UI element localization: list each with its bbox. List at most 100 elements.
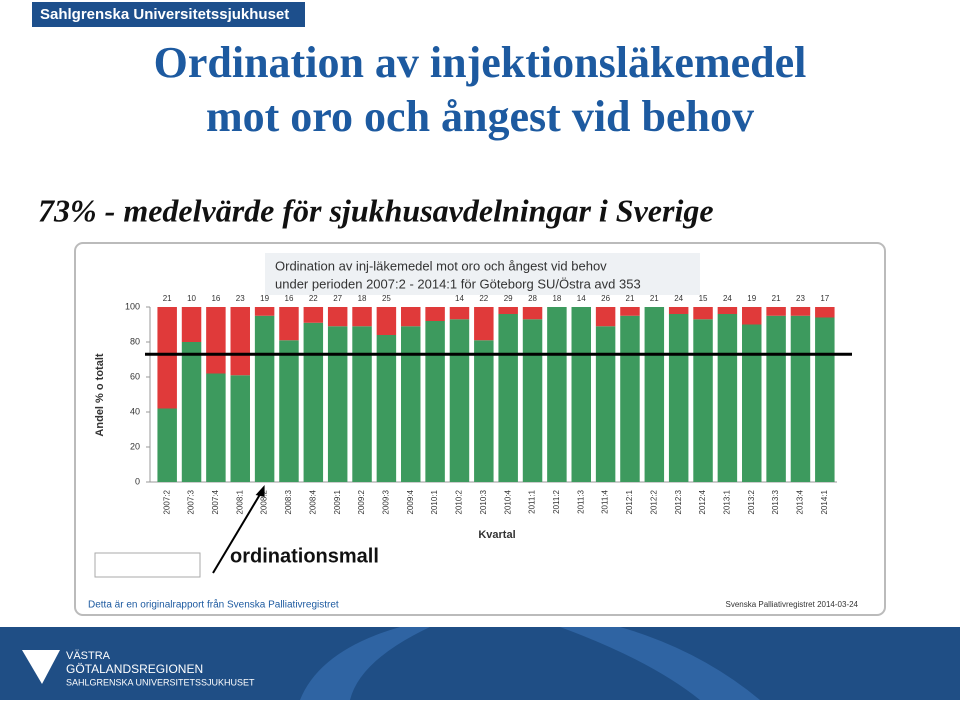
bar-segment	[668, 314, 689, 482]
count-label: 21	[163, 294, 172, 303]
count-label: 18	[552, 294, 561, 303]
y-tick-label: 60	[130, 371, 140, 381]
bar-segment	[644, 307, 665, 482]
x-tick-label: 2009:1	[333, 489, 342, 514]
x-tick-label: 2008:1	[235, 489, 244, 514]
legend	[94, 552, 201, 578]
x-tick-label: 2009:3	[382, 489, 391, 514]
bar-segment	[474, 340, 494, 482]
x-tick-label: 2012:3	[674, 489, 683, 514]
bar-segment	[815, 307, 835, 318]
bar-segment	[401, 307, 421, 327]
bar-segment	[766, 307, 786, 316]
x-tick-label: 2013:2	[747, 489, 756, 514]
title: mot oro och ångest vid behov	[206, 92, 754, 141]
count-label: 23	[236, 294, 245, 303]
annotation: ordinationsmall	[230, 545, 379, 567]
bar-segment	[717, 314, 738, 482]
count-label: 16	[211, 294, 220, 303]
bar-segment	[230, 307, 250, 376]
x-tick-label: 2013:3	[771, 489, 780, 514]
bar-segment	[206, 307, 226, 374]
count-label: 25	[382, 294, 391, 303]
chart-subtitle: under perioden 2007:2 - 2014:1 för Göteb…	[275, 276, 641, 291]
bar-segment	[425, 321, 445, 482]
x-tick-label: 2010:3	[479, 489, 488, 514]
bar-segment	[790, 315, 811, 482]
org: GÖTALANDSREGIONEN	[66, 662, 203, 676]
bar-segment	[595, 326, 616, 482]
bar-segment	[327, 326, 348, 482]
bar-segment	[522, 319, 543, 482]
x-tick-label: 2008:3	[284, 489, 293, 514]
bar-segment	[401, 326, 421, 482]
arrow-head	[255, 485, 265, 497]
count-label: 16	[285, 294, 294, 303]
bar-segment	[181, 342, 202, 482]
bar-segment	[620, 307, 640, 316]
count-label: 27	[333, 294, 342, 303]
bar-segment	[254, 315, 275, 482]
count-label: 14	[577, 294, 586, 303]
count-label: 15	[699, 294, 708, 303]
y-tick-label: 40	[130, 406, 140, 416]
x-tick-label: 2013:4	[796, 489, 805, 514]
bar-segment	[693, 307, 713, 320]
bar-segment	[742, 307, 762, 325]
bar-segment	[620, 315, 640, 482]
brand: Sahlgrenska Universitetssjukhuset	[40, 6, 289, 23]
y-label: Andel % o totalt	[94, 353, 106, 436]
bar-segment	[766, 315, 786, 482]
logo	[22, 650, 60, 684]
bar-segment	[668, 307, 689, 314]
y-tick-label: 100	[125, 301, 140, 311]
x-tick-label: 2012:2	[649, 489, 658, 514]
x-tick-label: 2007:2	[162, 489, 171, 514]
x-tick-label: 2007:3	[187, 489, 196, 514]
bar-segment	[742, 324, 762, 482]
bar-segment	[303, 322, 324, 482]
bar-segment	[693, 319, 713, 482]
x-tick-label: 2010:2	[455, 489, 464, 514]
count-label: 18	[358, 294, 367, 303]
bar-segment	[498, 314, 518, 482]
bar-segment	[547, 307, 567, 482]
x-tick-label: 2008:4	[308, 489, 317, 514]
plot: 0 20 40 60 80 100 2007:2 21 2007:3 10 2007:4 16 2008…	[102, 294, 852, 574]
title: Ordination av injektionsläkemedel	[154, 38, 807, 87]
x-tick-label: 2009:2	[357, 489, 366, 514]
count-label: 21	[626, 294, 635, 303]
x-tick-label: 2011:4	[601, 489, 610, 513]
bar-segment	[425, 307, 445, 321]
count-label: 24	[723, 294, 732, 303]
footer-band	[0, 627, 960, 700]
x-tick-label: 2012:1	[625, 489, 634, 514]
bar-segment	[157, 307, 177, 409]
count-label: 22	[309, 294, 318, 303]
x-tick-label: 2012:4	[698, 489, 707, 514]
bar-segment	[815, 317, 835, 482]
bar-segment	[279, 340, 299, 482]
x-tick-label: 2011:3	[576, 489, 585, 513]
count-label: 19	[260, 294, 269, 303]
x-tick-label: 2011:1	[528, 489, 537, 513]
count-label: 26	[601, 294, 610, 303]
y-tick-label: 80	[130, 336, 140, 346]
count-label: 19	[747, 294, 756, 303]
bar-segment	[595, 307, 616, 327]
footer-right: Svenska Palliativregistret 2014-03-24	[725, 600, 858, 609]
bar-segment	[181, 307, 202, 342]
count-label: 28	[528, 294, 537, 303]
bar-segment	[303, 307, 324, 323]
bar-segment	[352, 307, 372, 327]
x-tick-label: 2008:2	[260, 489, 269, 514]
count-label: 22	[479, 294, 488, 303]
y-tick-label: 20	[130, 441, 140, 451]
chart-title-bg	[265, 253, 700, 295]
count-label: 23	[796, 294, 805, 303]
bar-segment	[352, 326, 372, 482]
bar-segment	[717, 307, 738, 314]
footer-left: Detta är en originalrapport från Svenska…	[88, 599, 339, 611]
